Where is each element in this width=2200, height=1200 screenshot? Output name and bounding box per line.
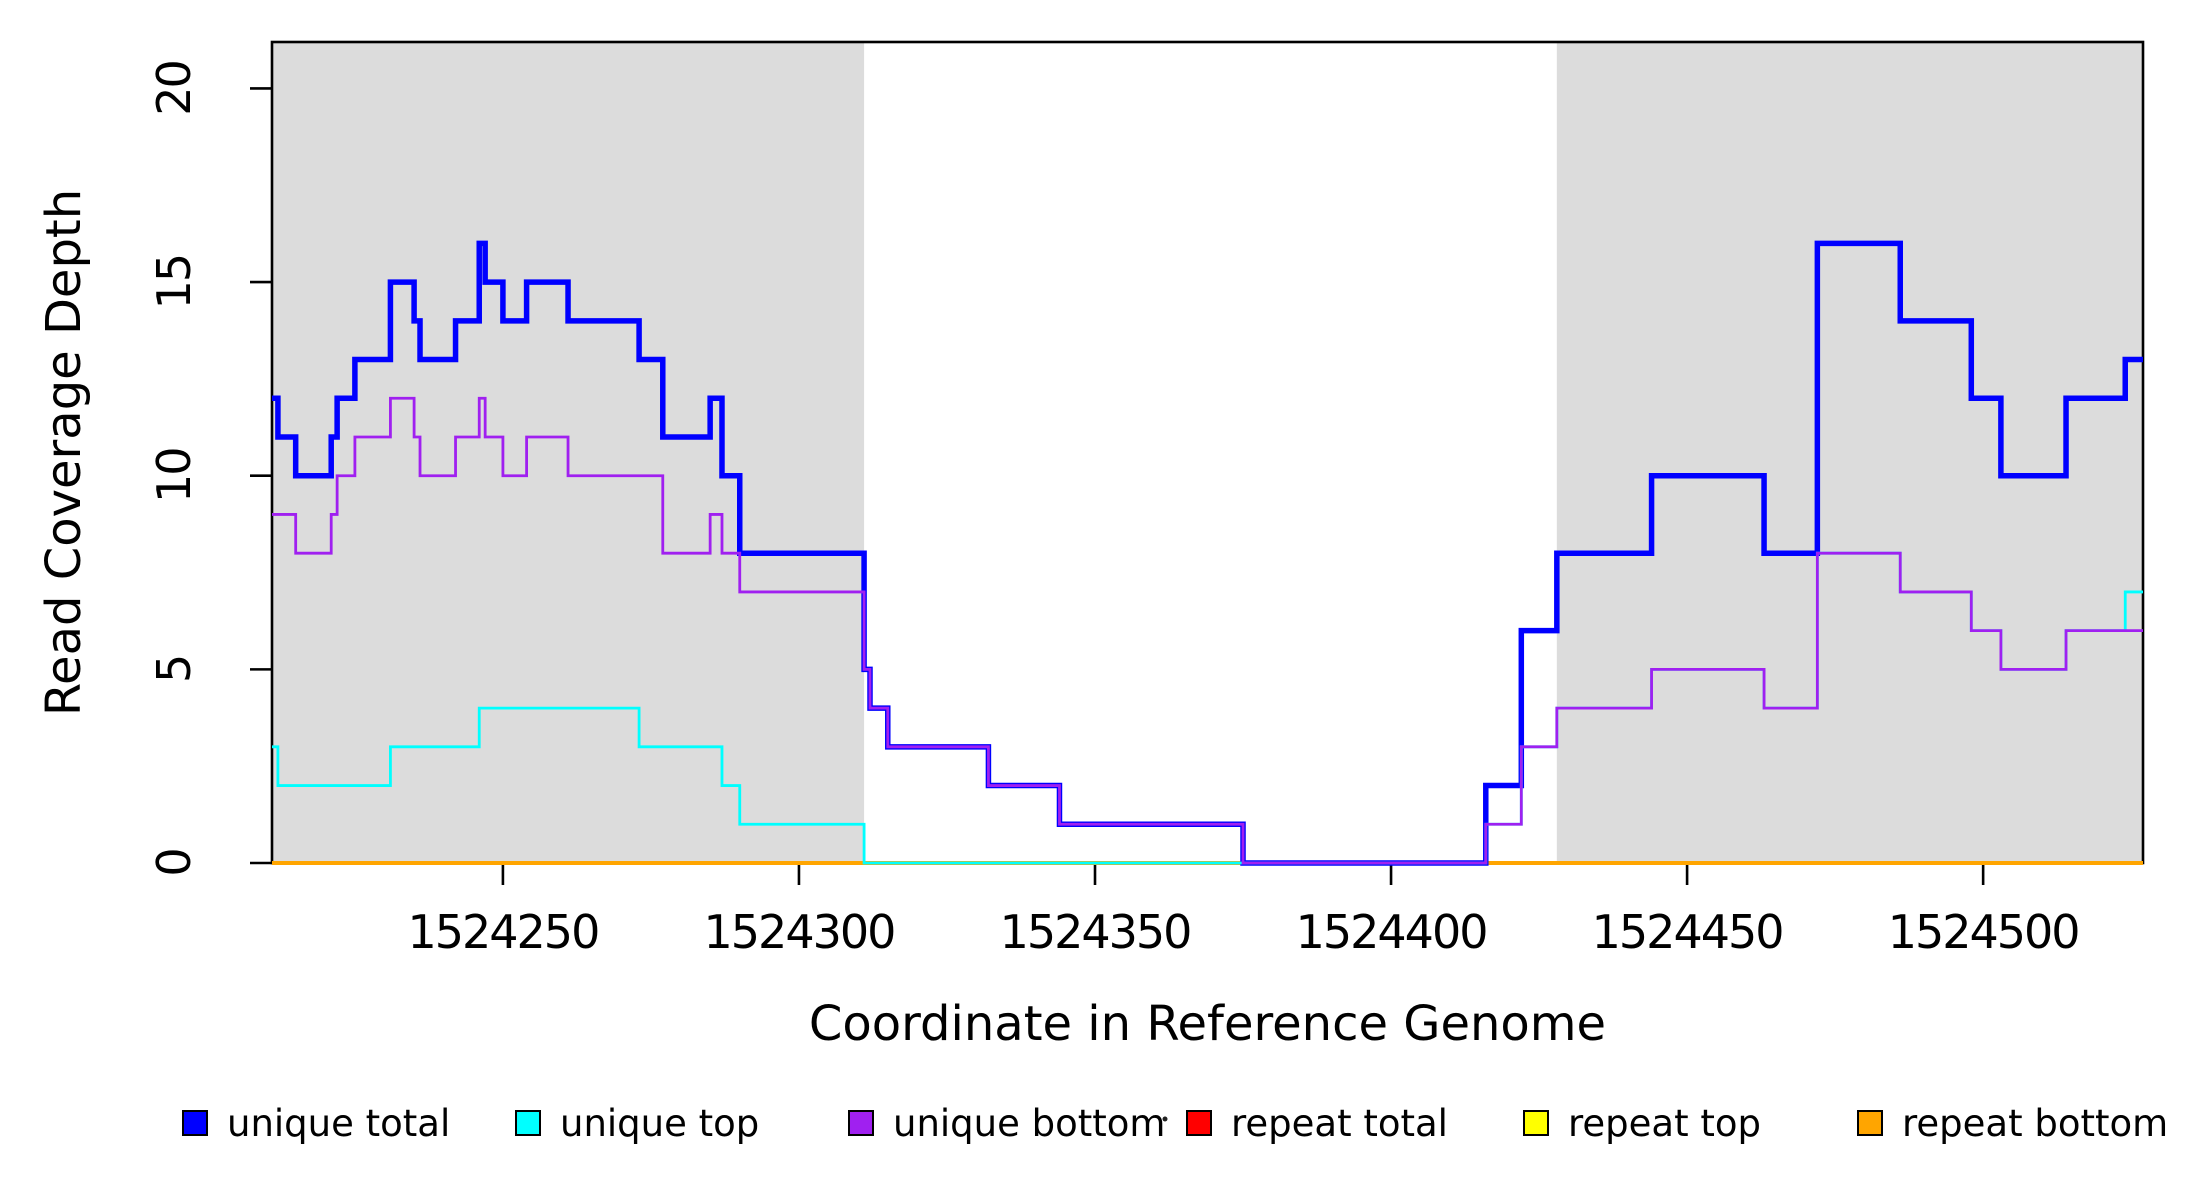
x-axis-tick-label: 1524400 (1296, 905, 1487, 959)
x-axis-tick-label: 1524300 (704, 905, 895, 959)
legend-swatch-repeat-total (1186, 1110, 1212, 1136)
x-axis-tick-label: 1524500 (1888, 905, 2079, 959)
legend-label-unique-bottom: unique bottom (893, 1102, 1165, 1145)
legend-label-repeat-total: repeat total (1231, 1102, 1448, 1145)
y-axis-tick-label: 15 (147, 255, 201, 310)
legend-swatch-unique-top (515, 1110, 541, 1136)
x-axis-tick-label: 1524250 (407, 905, 598, 959)
series-line-unique-bottom (272, 396, 2143, 865)
series-line-unique-total (272, 240, 2143, 866)
x-axis-tick-label: 1524450 (1592, 905, 1783, 959)
x-axis-tick-label: 1524350 (1000, 905, 1191, 959)
legend-label-repeat-top: repeat top (1568, 1102, 1761, 1145)
legend-swatch-unique-bottom (848, 1110, 874, 1136)
x-axis-title: Coordinate in Reference Genome (809, 996, 1606, 1052)
stray-mark-dot (1162, 1116, 1168, 1122)
y-axis-title: Read Coverage Depth (36, 189, 92, 716)
y-axis-tick-label: 10 (147, 448, 201, 503)
legend-swatch-repeat-bottom (1857, 1110, 1883, 1136)
legend-label-unique-top: unique top (560, 1102, 759, 1145)
legend-swatch-unique-total (182, 1110, 208, 1136)
shaded-region-right (1556, 42, 2143, 863)
legend-swatch-repeat-top (1523, 1110, 1549, 1136)
y-axis-tick-label: 0 (147, 849, 201, 876)
y-axis-tick-label: 20 (147, 61, 201, 116)
legend-label-unique-total: unique total (227, 1102, 450, 1145)
y-axis-tick-label: 5 (147, 656, 201, 683)
legend-label-repeat-bottom: repeat bottom (1902, 1102, 2168, 1145)
